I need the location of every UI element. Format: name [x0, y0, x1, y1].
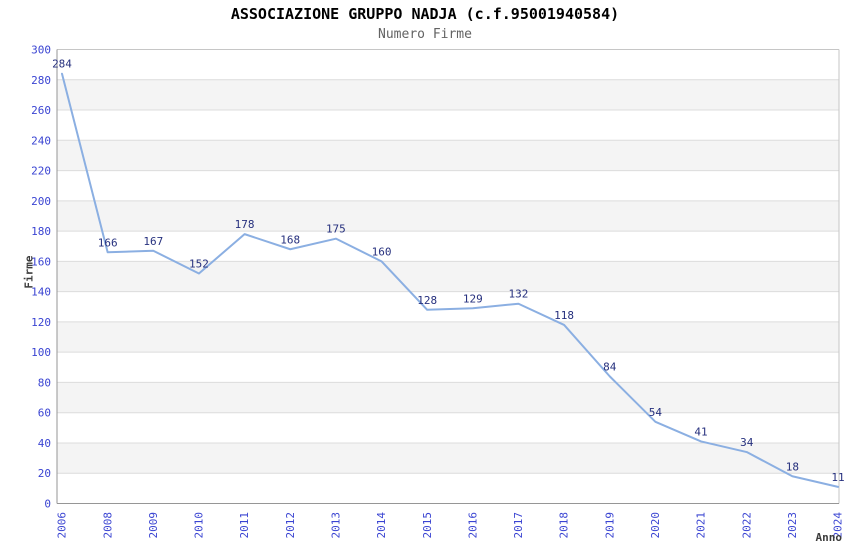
- data-point-label: 129: [463, 292, 483, 305]
- plot-band: [57, 79, 839, 111]
- plot-band: [57, 140, 839, 171]
- plot-band: [57, 170, 839, 201]
- y-tick-label: 220: [31, 165, 51, 178]
- y-tick-label: 280: [31, 74, 51, 87]
- y-tick-label: 240: [31, 134, 51, 147]
- data-point-label: 167: [143, 235, 163, 248]
- plot-band: [57, 382, 839, 413]
- x-tick-label: 2013: [330, 512, 343, 539]
- x-tick-label: 2017: [512, 512, 525, 539]
- plot-band: [57, 412, 839, 443]
- data-point-label: 118: [554, 309, 574, 322]
- x-tick-label: 2018: [558, 512, 571, 539]
- y-tick-label: 180: [31, 225, 51, 238]
- data-point-label: 41: [694, 425, 707, 438]
- x-tick-label: 2010: [193, 512, 206, 539]
- x-tick-label: 2014: [375, 512, 388, 539]
- x-tick-label: 2015: [421, 512, 434, 539]
- chart-title: ASSOCIAZIONE GRUPPO NADJA (c.f.950019405…: [230, 5, 620, 23]
- y-axis-title: Firme: [23, 255, 36, 288]
- data-point-label: 132: [509, 288, 529, 301]
- plot-band: [57, 200, 839, 232]
- y-tick-label: 140: [31, 286, 51, 299]
- y-tick-label: 80: [38, 376, 51, 389]
- x-tick-label: 2022: [740, 512, 753, 539]
- y-tick-label: 60: [38, 407, 51, 420]
- data-point-label: 160: [372, 245, 392, 258]
- y-tick-label: 40: [38, 437, 51, 450]
- x-tick-label: 2016: [466, 512, 479, 539]
- data-point-label: 168: [280, 233, 300, 246]
- data-point-label: 34: [740, 436, 754, 449]
- data-point-label: 11: [831, 471, 844, 484]
- plot-band: [57, 321, 839, 353]
- x-tick-label: 2021: [695, 512, 708, 539]
- x-tick-label: 2008: [101, 512, 114, 539]
- plot-band: [57, 110, 839, 141]
- data-point-label: 128: [417, 294, 437, 307]
- x-tick-label: 2009: [147, 512, 160, 539]
- y-tick-label: 160: [31, 255, 51, 268]
- x-tick-label: 2011: [238, 512, 251, 539]
- plot-band: [57, 473, 839, 504]
- x-tick-label: 2006: [56, 512, 69, 539]
- x-tick-label: 2020: [649, 512, 662, 539]
- plot-band: [57, 442, 839, 474]
- x-tick-label: 2024: [832, 512, 845, 539]
- data-point-label: 152: [189, 257, 209, 270]
- plot-band: [57, 352, 839, 383]
- plot-band: [57, 291, 839, 322]
- x-tick-label: 2012: [284, 512, 297, 539]
- y-tick-label: 200: [31, 195, 51, 208]
- data-point-label: 284: [52, 58, 72, 71]
- data-point-label: 18: [786, 460, 799, 473]
- data-point-label: 166: [98, 236, 118, 249]
- data-point-label: 84: [603, 360, 617, 373]
- y-tick-label: 100: [31, 346, 51, 359]
- y-tick-label: 300: [31, 44, 51, 57]
- plot-band: [57, 261, 839, 292]
- x-tick-label: 2023: [786, 512, 799, 539]
- data-point-label: 178: [235, 218, 255, 231]
- x-axis-title: Anno: [816, 531, 843, 544]
- data-point-label: 175: [326, 223, 346, 236]
- chart-subtitle: Numero Firme: [378, 27, 472, 42]
- plot-band: [57, 49, 839, 80]
- y-tick-label: 0: [44, 498, 51, 511]
- y-tick-label: 120: [31, 316, 51, 329]
- x-tick-label: 2019: [603, 512, 616, 539]
- data-line: [61, 72, 839, 488]
- y-tick-label: 20: [38, 467, 51, 480]
- plot-band: [57, 231, 839, 262]
- data-point-label: 54: [649, 406, 663, 419]
- y-tick-label: 260: [31, 104, 51, 117]
